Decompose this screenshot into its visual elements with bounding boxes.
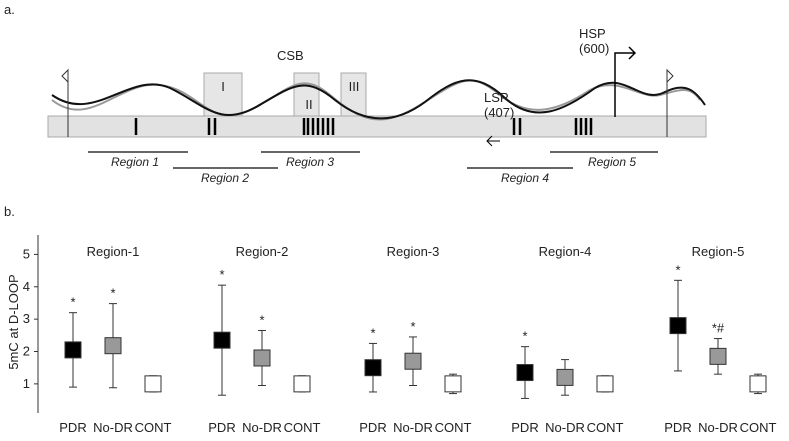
mean-box [404, 352, 422, 370]
significance: * [410, 319, 415, 334]
dloop-bar [47, 115, 707, 138]
flag [666, 68, 674, 137]
lsp-arrow [486, 135, 500, 147]
group-title: Region-5 [692, 244, 745, 259]
csb-box [293, 72, 320, 117]
x-tick-label: No-DR [698, 420, 738, 435]
x-tick-label: CONT [284, 420, 321, 435]
group-title: Region-4 [539, 244, 592, 259]
x-tick-label: PDR [359, 420, 386, 435]
mean-box [596, 375, 614, 393]
mean-box [516, 364, 534, 382]
significance: * [110, 286, 115, 301]
mean-box [213, 331, 231, 349]
group-title: Region-3 [387, 244, 440, 259]
mean-box [253, 349, 271, 367]
mean-box [669, 317, 687, 335]
x-tick-label: No-DR [242, 420, 282, 435]
csb-box-label: I [221, 79, 225, 94]
significance: * [522, 329, 527, 344]
csb-box-label: II [305, 97, 312, 112]
csb-label: CSB [277, 48, 304, 63]
mean-box [444, 375, 462, 393]
mean-box [364, 359, 382, 377]
cpg-ticks [134, 118, 593, 135]
region-label: Region 5 [588, 155, 636, 169]
x-tick-label: No-DR [93, 420, 133, 435]
significance: * [675, 262, 680, 277]
significance: * [219, 267, 224, 282]
mean-box [749, 375, 767, 393]
x-tick-label: CONT [587, 420, 624, 435]
x-tick-label: PDR [664, 420, 691, 435]
significance: *# [712, 321, 725, 336]
x-tick-label: No-DR [393, 420, 433, 435]
x-tick-label: CONT [435, 420, 472, 435]
wave [51, 79, 706, 120]
significance: * [70, 295, 75, 310]
mean-box [104, 337, 122, 355]
x-tick-label: PDR [59, 420, 86, 435]
wave [51, 79, 701, 121]
region-label: Region 3 [286, 155, 334, 169]
mean-box [556, 368, 574, 386]
x-tick-label: PDR [511, 420, 538, 435]
y-tick-label: 3 [23, 311, 30, 326]
x-tick-label: No-DR [545, 420, 585, 435]
y-tick-label: 4 [23, 279, 30, 294]
panel-label: b. [4, 204, 15, 219]
csb-box-label: III [349, 79, 360, 94]
hsp-label: HSP [579, 26, 606, 41]
y-axis-label: 5mC at D-LOOP [6, 274, 21, 369]
mean-box [64, 341, 82, 359]
region-label: Region 2 [201, 171, 249, 185]
hsp-label: (600) [579, 41, 609, 56]
csb-box [340, 72, 367, 117]
flag [61, 68, 69, 137]
x-tick-label: PDR [208, 420, 235, 435]
region-lines [88, 151, 658, 169]
group-title: Region-1 [87, 244, 140, 259]
mean-box [293, 375, 311, 393]
panel-label: a. [4, 2, 15, 17]
x-tick-label: CONT [135, 420, 172, 435]
mean-box [144, 375, 162, 393]
y-tick-label: 5 [23, 246, 30, 261]
significance: * [259, 312, 264, 327]
region-label: Region 1 [111, 155, 159, 169]
x-tick-label: CONT [740, 420, 777, 435]
hsp-arrow [614, 46, 637, 117]
lsp-label: (407) [484, 105, 514, 120]
mean-box [709, 347, 727, 365]
significance: * [370, 325, 375, 340]
region-label: Region 4 [501, 171, 549, 185]
y-tick-label: 2 [23, 344, 30, 359]
group-title: Region-2 [236, 244, 289, 259]
lsp-label: LSP [484, 90, 509, 105]
y-tick-label: 1 [23, 376, 30, 391]
